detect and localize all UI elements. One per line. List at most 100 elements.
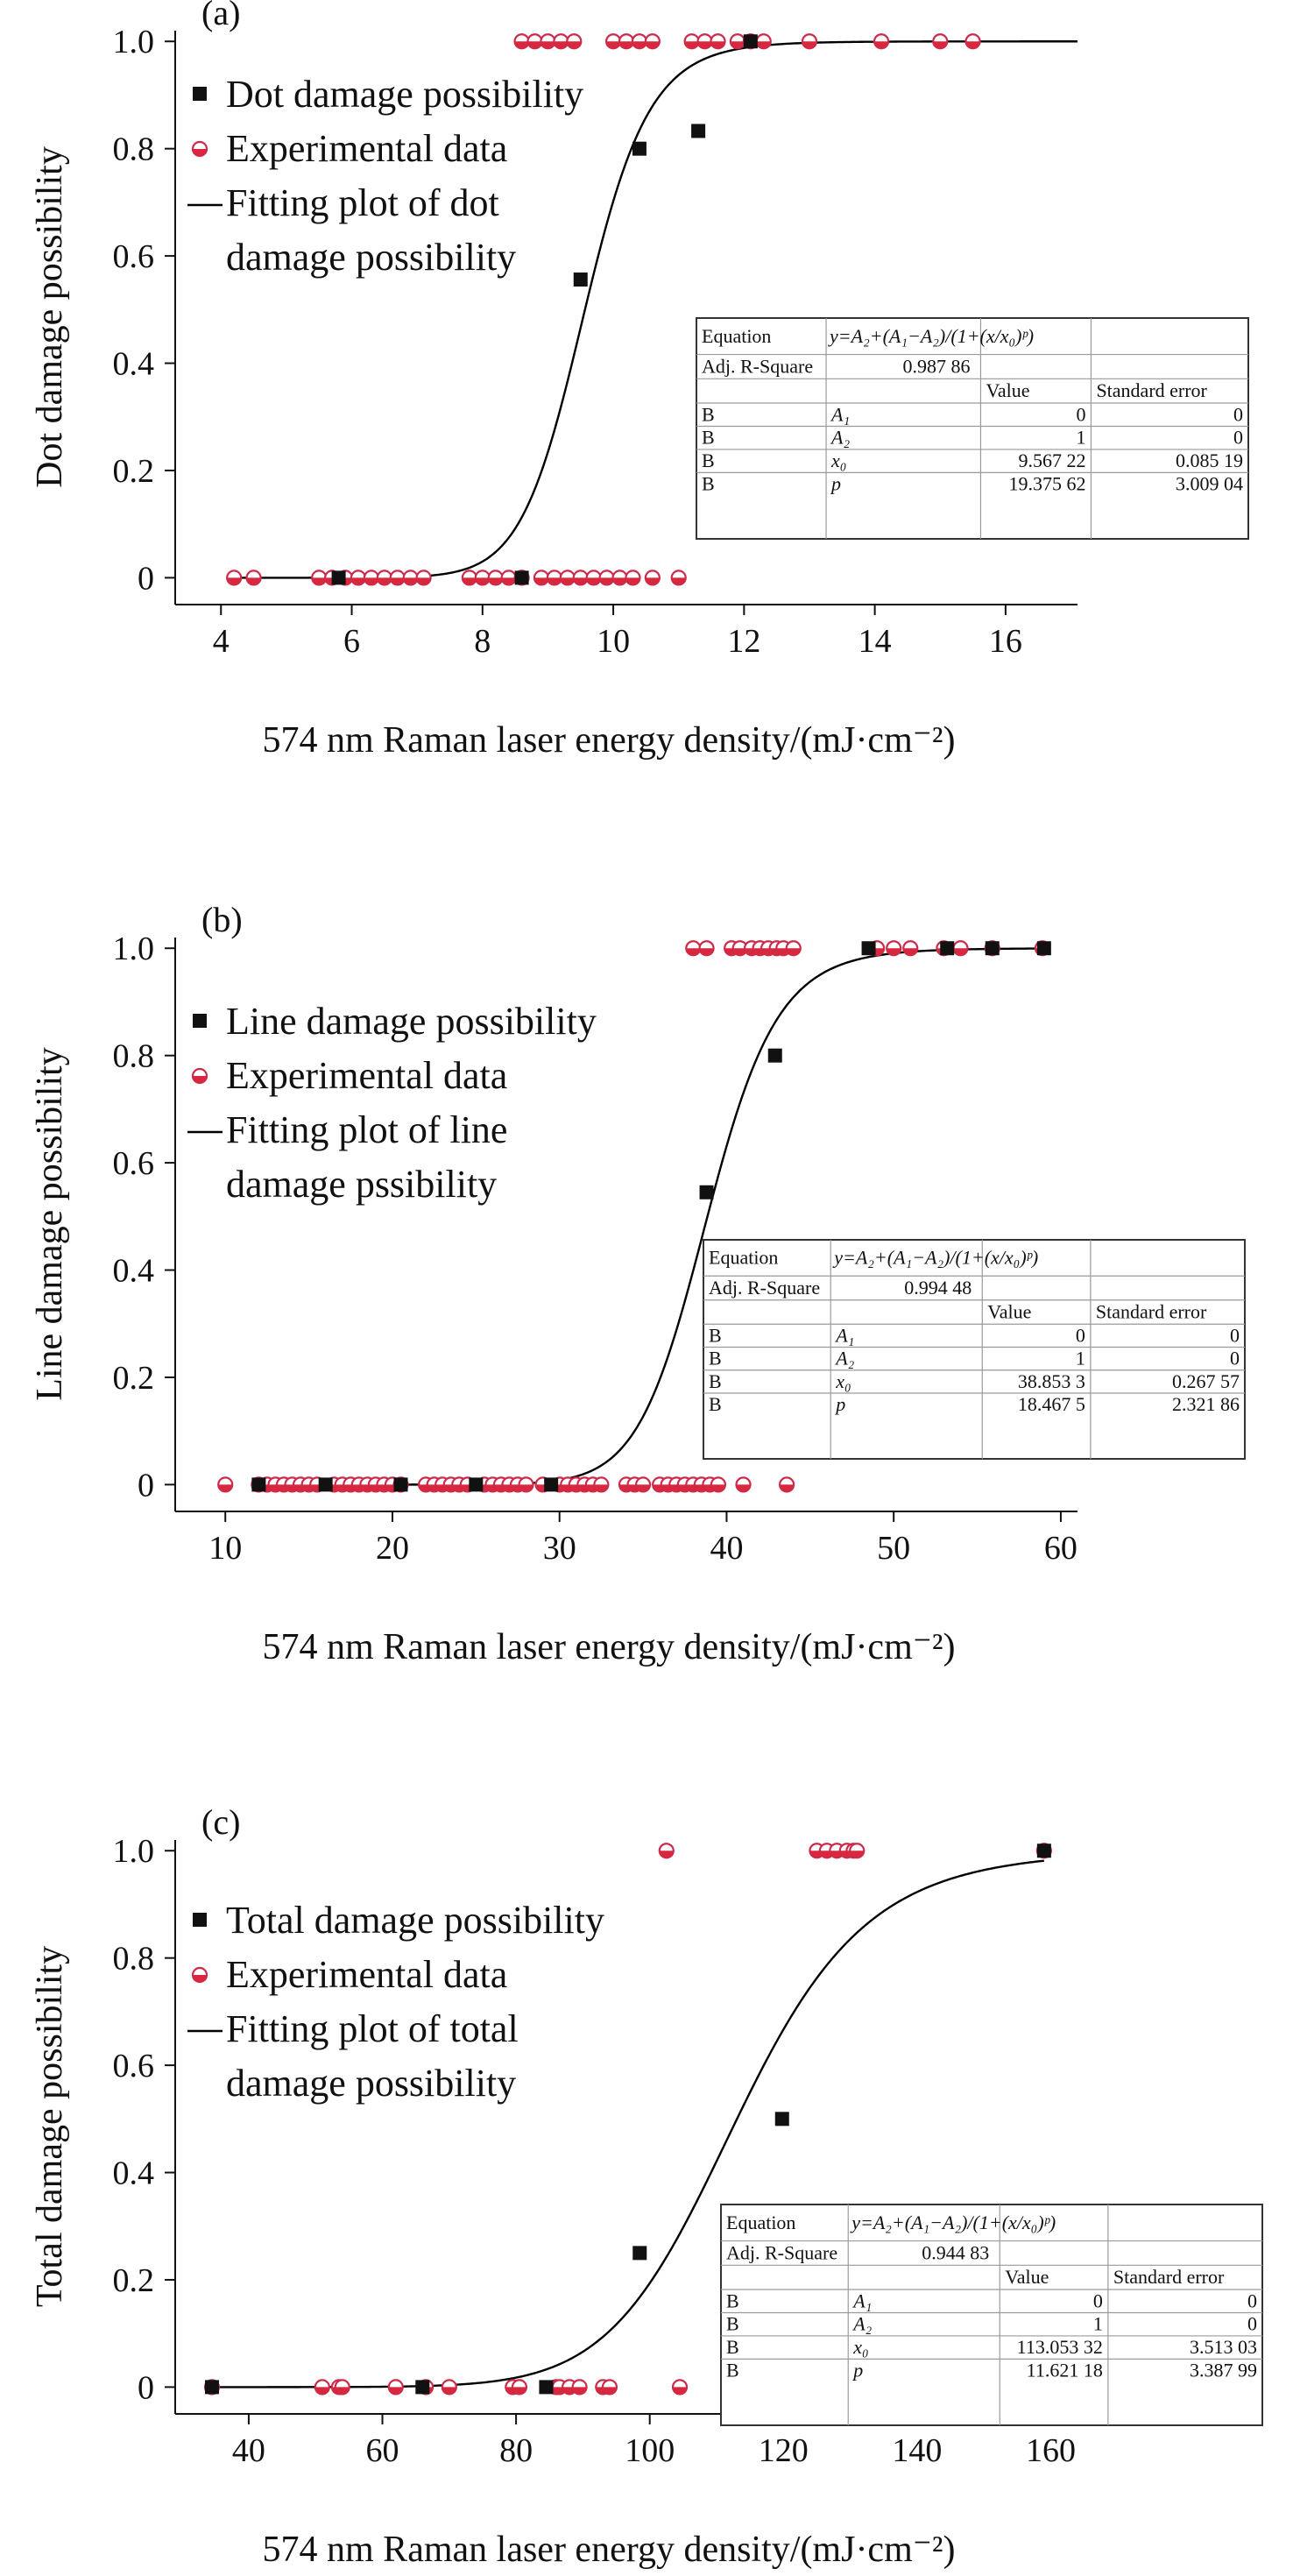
legend-item-label: Fitting plot of total (226, 2007, 519, 2050)
table-equation: y=A₂+(A₁−A₂)/(1+(x/x₀)ᵖ) (828, 325, 1034, 347)
table-cell: A₂ (830, 427, 850, 449)
experimental-point (685, 940, 702, 957)
experimental-point (334, 2379, 350, 2396)
point-half-fill (850, 1851, 865, 1858)
y-tick-label: 1.0 (113, 24, 155, 60)
damage-possibility-point (318, 1477, 333, 1492)
damage-possibility-point (539, 2380, 554, 2395)
point-half-fill (314, 2387, 329, 2395)
point-half-fill (218, 1484, 233, 1492)
experimental-point (710, 33, 726, 50)
x-axis-label: 574 nm Raman laser energy density/(mJ·cm… (263, 720, 956, 761)
experimental-point (932, 33, 949, 50)
experimental-point (952, 940, 969, 957)
legend-item-label: Experimental data (226, 1953, 507, 1996)
x-tick-label: 10 (597, 623, 630, 660)
legend-item-label: Fitting plot of line (226, 1108, 507, 1151)
experimental-point (731, 940, 748, 957)
experimental-point (785, 940, 802, 957)
experimental-point (611, 570, 628, 586)
y-axis-label: Line damage possibility (30, 1047, 70, 1401)
fit-curve (211, 1859, 1044, 2388)
experimental-point (226, 570, 243, 586)
experimental-point (566, 33, 583, 50)
legend-item-label: Dot damage possibility (226, 73, 583, 116)
experimental-point (902, 940, 919, 957)
experimental-point (964, 33, 981, 50)
y-tick-label: 0 (138, 560, 154, 597)
point-half-fill (364, 577, 378, 585)
table-cell: 0 (1093, 2289, 1103, 2311)
experimental-point (755, 33, 772, 50)
experimental-point (191, 1966, 208, 1984)
damage-possibility-point (699, 1185, 714, 1200)
experimental-point (441, 2379, 457, 2396)
damage-possibility-point (861, 941, 876, 956)
table-cell: 2.321 86 (1172, 1393, 1240, 1415)
experimental-point (585, 570, 602, 586)
experimental-point (546, 570, 562, 586)
point-half-fill (619, 41, 633, 49)
table-cell: A₁ (851, 2289, 872, 2311)
fit-table-frame (703, 1239, 1246, 1460)
experimental-point (553, 33, 569, 50)
damage-possibility-point (985, 941, 1000, 956)
point-half-fill (554, 41, 569, 49)
table-header: Value (1005, 2266, 1049, 2288)
point-half-fill (560, 577, 575, 585)
point-half-fill (533, 577, 548, 585)
point-half-fill (780, 1484, 795, 1492)
table-cell: A₁ (834, 1324, 854, 1346)
point-half-fill (671, 577, 686, 585)
point-half-fill (514, 41, 529, 49)
damage-possibility-point (469, 1477, 484, 1492)
experimental-point (217, 1476, 234, 1493)
experimental-point (461, 570, 477, 586)
experimental-point (474, 570, 491, 586)
table-cell: 0 (1247, 2313, 1257, 2335)
fit-table-frame (696, 317, 1249, 540)
experimental-point (873, 33, 890, 50)
table-cell: 0 (1076, 403, 1085, 425)
x-tick-label: 80 (499, 2432, 533, 2469)
experimental-point (191, 140, 208, 158)
experimental-point (618, 33, 635, 50)
point-half-fill (710, 41, 725, 49)
experimental-point (571, 2379, 588, 2396)
table-header: Standard error (1096, 379, 1207, 401)
table-cell: p (834, 1393, 845, 1415)
damage-possibility-point (251, 1477, 266, 1492)
fit-table: Equation y=A₂+(A₁−A₂)/(1+(x/x₀)ᵖ) Adj. R-S… (703, 1239, 1246, 1460)
damage-possibility-point (415, 2380, 430, 2395)
point-half-fill (903, 948, 918, 956)
table-header: Value (986, 379, 1029, 401)
x-tick-label: 8 (474, 623, 491, 660)
experimental-point (658, 1843, 675, 1859)
experimental-point (540, 33, 556, 50)
point-half-fill (730, 41, 745, 49)
legend-square-marker (193, 1014, 207, 1028)
y-tick-label: 0.2 (113, 453, 155, 490)
table-cell: A₂ (834, 1348, 854, 1369)
x-tick-label: 40 (232, 2432, 265, 2469)
damage-possibility-point (743, 34, 758, 49)
table-cell: 0 (1233, 403, 1243, 425)
table-cell: x₀ (830, 449, 846, 471)
point-half-fill (193, 1076, 207, 1083)
experimental-point (415, 570, 432, 586)
table-equation: y=A₂+(A₁−A₂)/(1+(x/x₀)ᵖ) (850, 2212, 1056, 2233)
experimental-point (593, 1476, 610, 1493)
experimental-point (487, 570, 504, 586)
x-tick-label: 60 (1044, 1530, 1078, 1567)
point-half-fill (965, 41, 980, 49)
damage-possibility-point (632, 141, 646, 156)
experimental-point (670, 570, 687, 586)
table-cell: p (830, 473, 841, 495)
point-half-fill (541, 41, 555, 49)
table-equation-label: Equation (702, 325, 771, 347)
table-header: Standard error (1113, 2266, 1225, 2288)
legend-item-label: damage pssibility (226, 1163, 497, 1206)
table-cell: 0 (1247, 2289, 1257, 2311)
table-adj-label: Adj. R-Square (726, 2241, 837, 2263)
point-half-fill (572, 2387, 587, 2395)
